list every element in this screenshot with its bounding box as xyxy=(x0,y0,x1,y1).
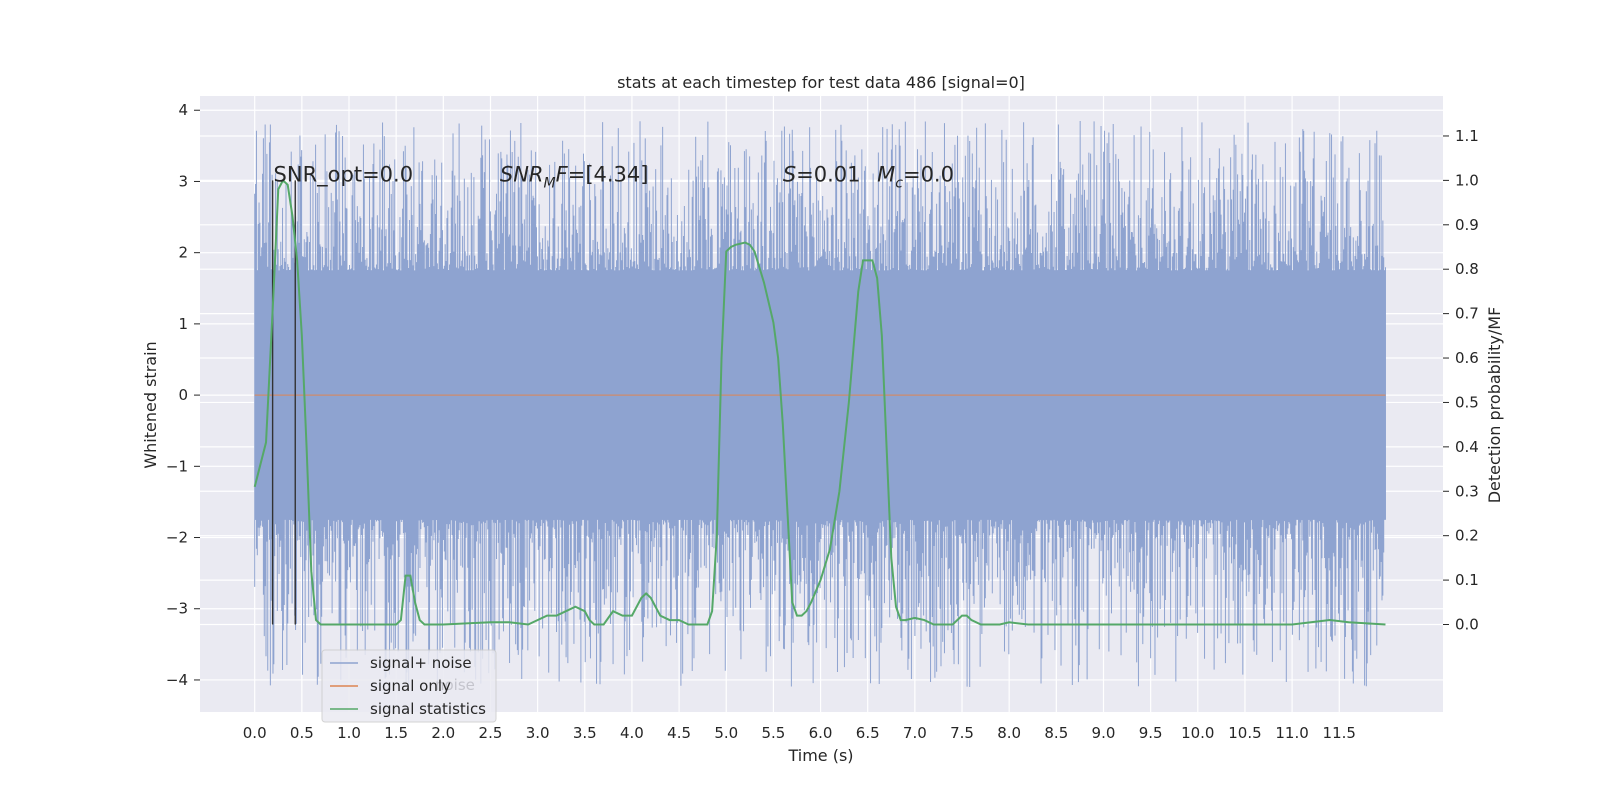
x-tick-label: 0.0 xyxy=(243,724,267,742)
annotation-s-value: S=0.01 xyxy=(783,162,861,186)
x-tick-label: 8.0 xyxy=(997,724,1021,742)
legend-label-signal-only: signal only xyxy=(370,677,451,695)
annotation-mc-value: Mc=0.0 xyxy=(877,162,954,191)
y2-tick-label: 0.5 xyxy=(1455,393,1479,411)
legend-label-signal-statistics: signal statistics xyxy=(370,700,486,718)
y-tick-label: 3 xyxy=(178,172,188,190)
y-tick-label: −2 xyxy=(166,529,188,547)
y-tick-label: −1 xyxy=(166,457,188,475)
x-tick-label: 5.0 xyxy=(714,724,738,742)
y2-tick-label: 0.1 xyxy=(1455,571,1479,589)
y2-tick-label: 0.9 xyxy=(1455,216,1479,234)
y2-tick-label: 0.3 xyxy=(1455,482,1479,500)
chart-title: stats at each timestep for test data 486… xyxy=(617,73,1025,92)
x-tick-label: 0.5 xyxy=(290,724,314,742)
y2-axis-label: Detection probability/MF xyxy=(1485,307,1504,504)
x-tick-label: 9.5 xyxy=(1139,724,1163,742)
x-axis-label: Time (s) xyxy=(787,746,853,765)
x-tick-label: 9.0 xyxy=(1092,724,1116,742)
x-tick-label: 3.0 xyxy=(526,724,550,742)
y-tick-label: 0 xyxy=(178,386,188,404)
x-tick-label: 2.0 xyxy=(431,724,455,742)
legend-box xyxy=(321,649,497,723)
x-tick-label: 4.5 xyxy=(667,724,691,742)
x-tick-label: 5.5 xyxy=(761,724,785,742)
y2-tick-label: 1.1 xyxy=(1455,127,1479,145)
legend-label-signal-noise: signal+ noise xyxy=(370,654,472,672)
x-tick-label: 2.5 xyxy=(479,724,503,742)
ticks: 0.0 0.5 1.0 1.5 2.0 2.5 3.0 3.5 4.0 4.5 5.0 5.5 6.0 6… xyxy=(166,101,1479,742)
series-lines xyxy=(253,178,1386,626)
y2-tick-label: 0.0 xyxy=(1455,616,1479,634)
annotation-snr-opt: SNR_opt=0.0 xyxy=(274,162,414,187)
y-tick-label: 2 xyxy=(178,244,188,262)
x-tick-label: 1.5 xyxy=(384,724,408,742)
y-axis-label: Whitened strain xyxy=(141,341,160,468)
x-tick-label: 7.0 xyxy=(903,724,927,742)
x-tick-label: 4.0 xyxy=(620,724,644,742)
x-tick-label: 10.5 xyxy=(1228,724,1261,742)
x-tick-label: 6.5 xyxy=(856,724,880,742)
annotation-snr-mf: SNRMF=[4.34] xyxy=(500,162,649,191)
y-tick-label: −4 xyxy=(166,671,188,689)
x-tick-label: 3.5 xyxy=(573,724,597,742)
y2-tick-label: 0.7 xyxy=(1455,305,1479,323)
y-tick-label: 4 xyxy=(178,101,188,119)
x-tick-label: 1.0 xyxy=(337,724,361,742)
legend-overlap-text: noise xyxy=(435,676,475,694)
y-tick-label: 1 xyxy=(178,315,188,333)
x-tick-label: 7.5 xyxy=(950,724,974,742)
x-tick-label: 10.0 xyxy=(1181,724,1214,742)
signal-noise-trace xyxy=(254,121,1386,687)
y2-tick-label: 0.4 xyxy=(1455,438,1479,456)
x-tick-label: 11.0 xyxy=(1275,724,1308,742)
y2-tick-label: 1.0 xyxy=(1455,171,1479,189)
x-tick-label: 11.5 xyxy=(1323,724,1356,742)
y2-tick-label: 0.2 xyxy=(1455,527,1479,545)
annotations: SNR_opt=0.0 SNRMF=[4.34] S=0.01 Mc=0.0 xyxy=(274,162,954,191)
y2-tick-label: 0.6 xyxy=(1455,349,1479,367)
series-signal-statistics xyxy=(253,178,1386,626)
y2-tick-label: 0.8 xyxy=(1455,260,1479,278)
y-tick-label: −3 xyxy=(166,600,188,618)
x-tick-label: 6.0 xyxy=(809,724,833,742)
legend: signal+ noise noise signal only signal s… xyxy=(321,649,497,723)
x-tick-label: 8.5 xyxy=(1044,724,1068,742)
